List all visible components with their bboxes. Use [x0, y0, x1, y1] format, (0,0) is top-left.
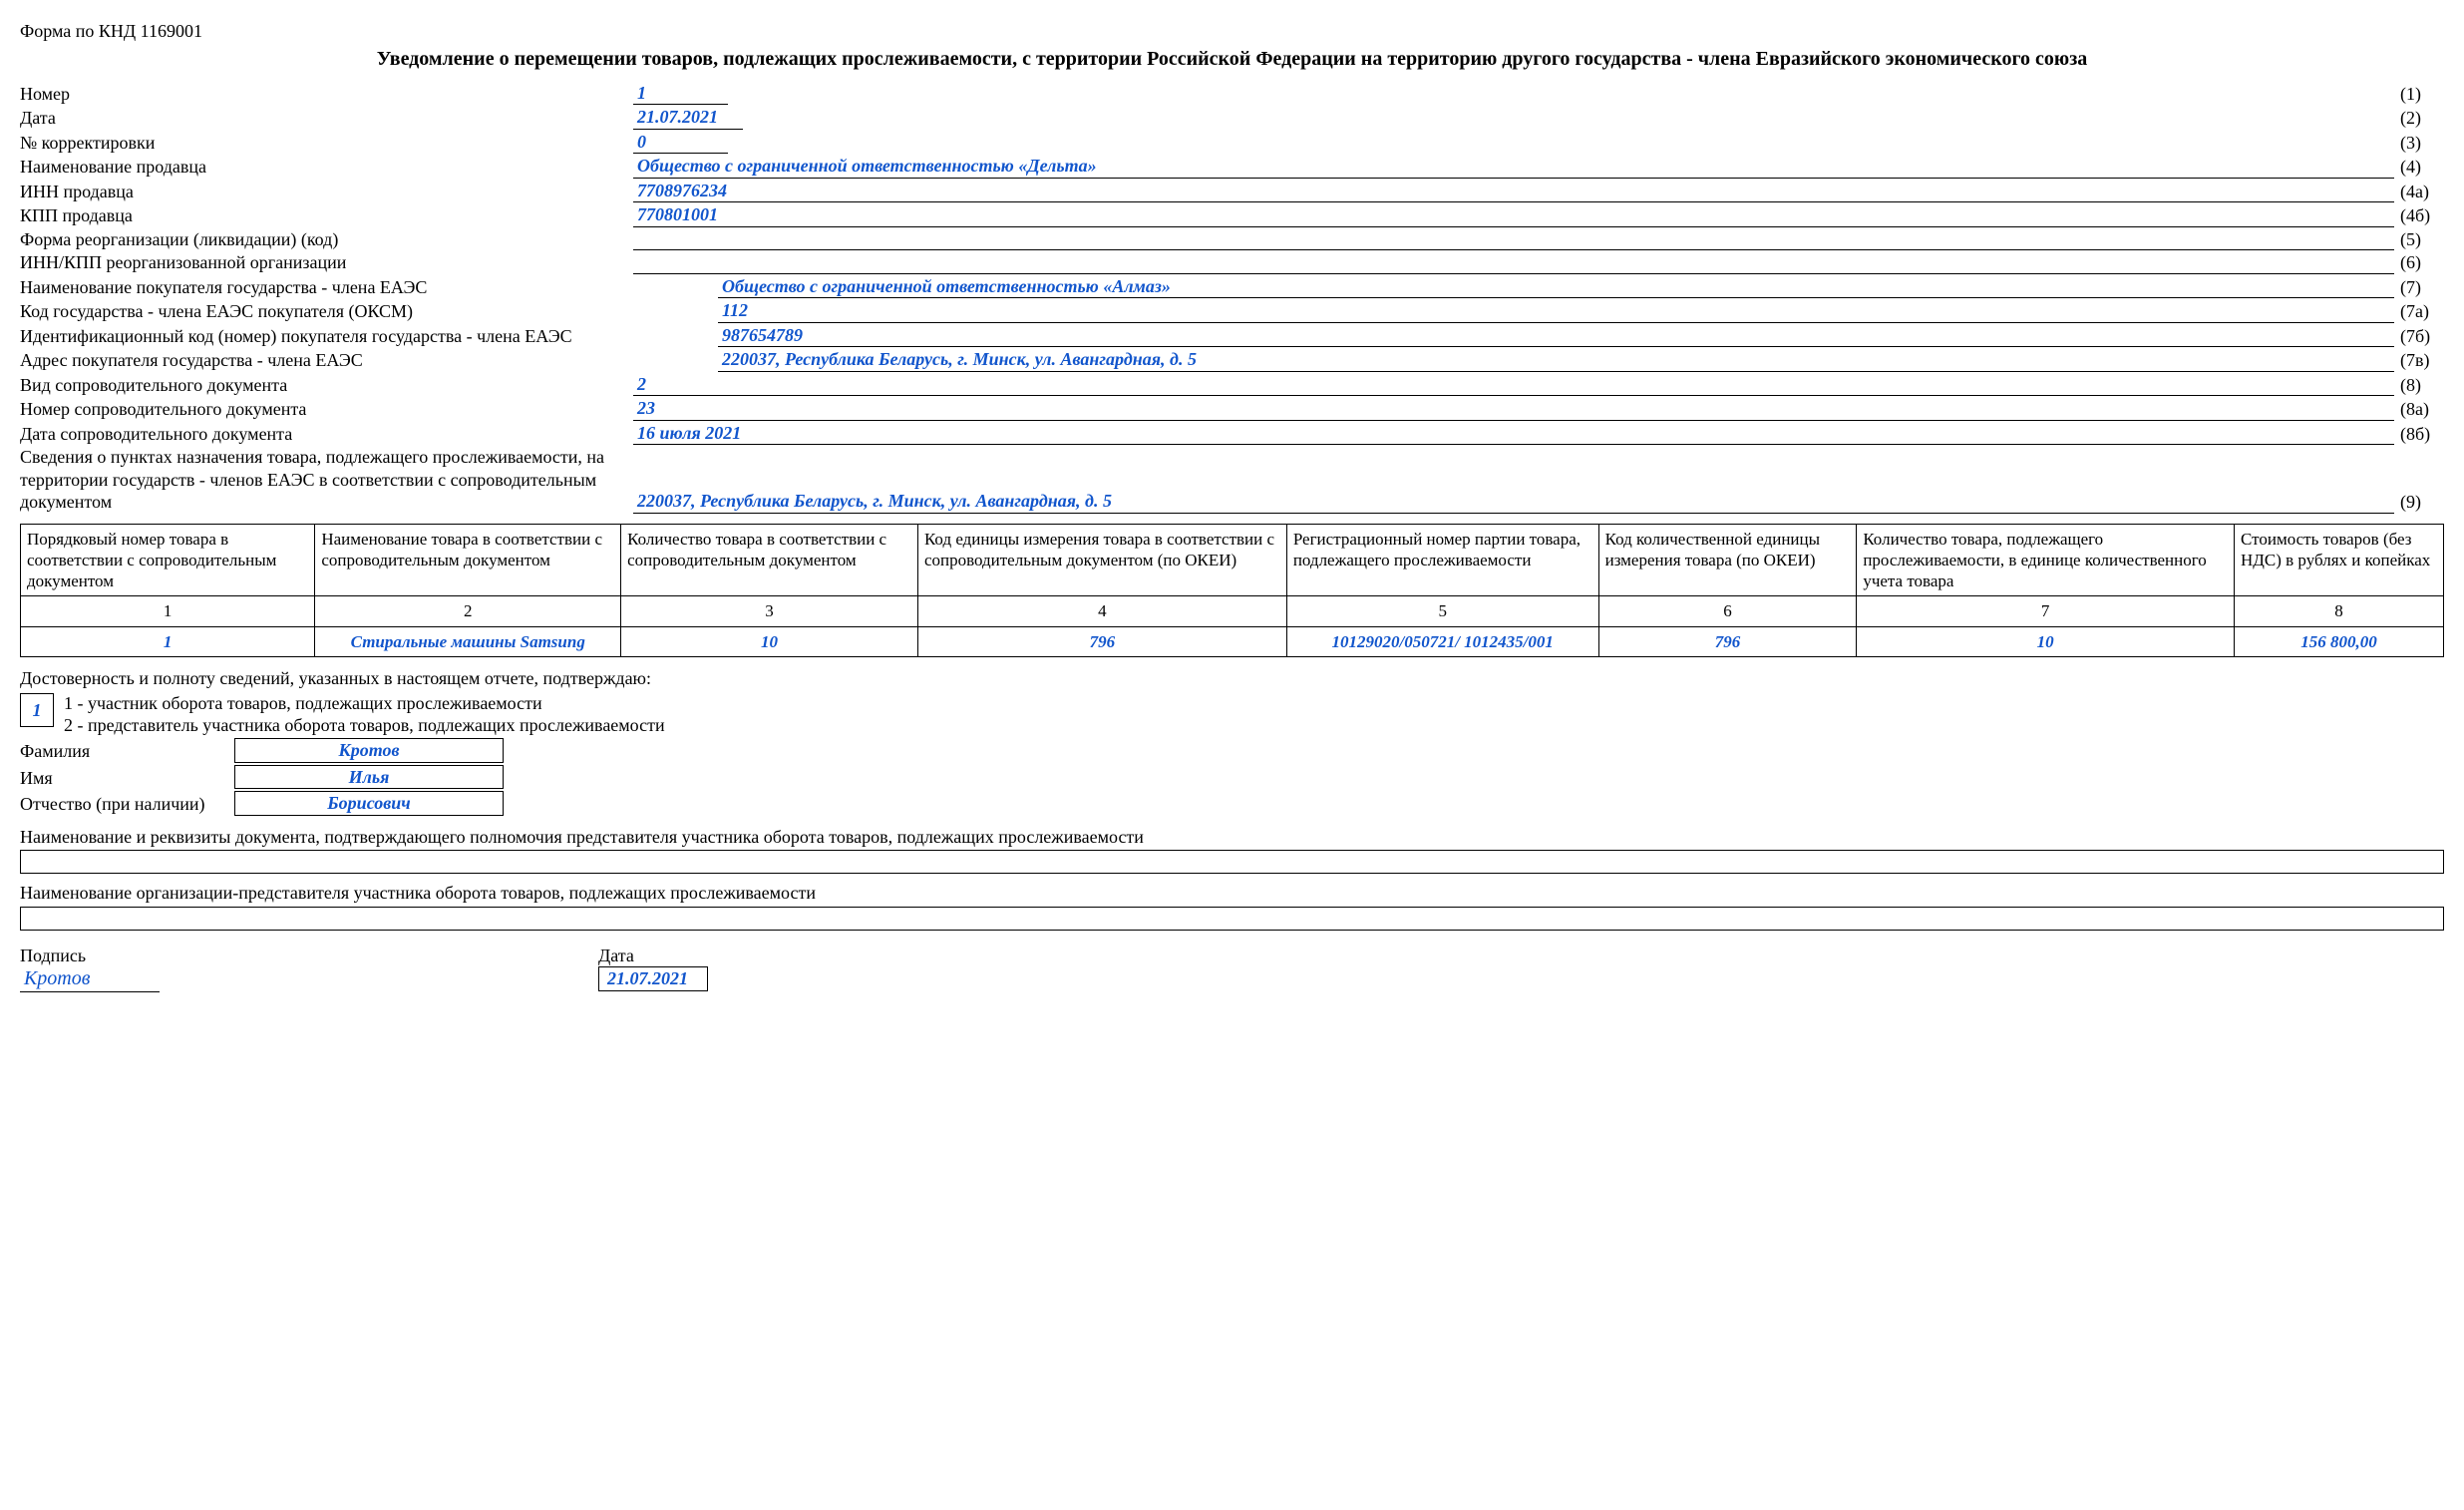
table-cell-r0-c3: 796 [917, 626, 1286, 656]
table-cell-r0-c0: 1 [21, 626, 315, 656]
table-colnum-3: 3 [621, 596, 918, 626]
field-label-correction: № корректировки [20, 132, 633, 155]
field-label-date: Дата [20, 107, 633, 130]
field-value-number: 1 [633, 82, 728, 106]
table-cell-r0-c1: Стиральные машины Samsung [315, 626, 621, 656]
signature-label: Подпись [20, 944, 598, 967]
table-cell-r0-c5: 796 [1598, 626, 1857, 656]
field-value-date: 21.07.2021 [633, 106, 743, 130]
field-value-doc_type: 2 [633, 373, 2394, 397]
field-value-reorg_form [633, 230, 2394, 250]
table-header-6: Код количественной единицы измерения тов… [1598, 524, 1857, 596]
table-cell-r0-c6: 10 [1857, 626, 2235, 656]
field-value-buyer_addr: 220037, Республика Беларусь, г. Минск, у… [718, 348, 2394, 372]
field-ref-seller_name: (4) [2394, 156, 2444, 179]
table-header-1: Порядковый номер товара в соответствии с… [21, 524, 315, 596]
field-label-seller_name: Наименование продавца [20, 156, 633, 179]
table-colnum-5: 5 [1286, 596, 1598, 626]
field-label-dest_info: Сведения о пунктах назначения товара, по… [20, 446, 633, 514]
field-label-doc_date: Дата сопроводительного документа [20, 423, 633, 446]
field-label-seller_kpp: КПП продавца [20, 204, 633, 227]
name-value: Илья [234, 765, 504, 790]
table-cell-r0-c2: 10 [621, 626, 918, 656]
field-ref-reorg_innkpp: (6) [2394, 251, 2444, 274]
field-ref-number: (1) [2394, 83, 2444, 106]
table-cell-r0-c4: 10129020/050721/ 1012435/001 [1286, 626, 1598, 656]
table-colnum-7: 7 [1857, 596, 2235, 626]
sign-date-label: Дата [598, 944, 708, 967]
field-label-reorg_form: Форма реорганизации (ликвидации) (код) [20, 228, 633, 251]
field-ref-doc_date: (8б) [2394, 423, 2444, 446]
table-colnum-2: 2 [315, 596, 621, 626]
table-colnum-1: 1 [21, 596, 315, 626]
field-ref-buyer_addr: (7в) [2394, 349, 2444, 372]
table-header-4: Код единицы измерения товара в соответст… [917, 524, 1286, 596]
sign-date-value: 21.07.2021 [598, 966, 708, 991]
name-label: Имя [20, 767, 234, 790]
field-value-buyer_country: 112 [718, 299, 2394, 323]
confirm-intro: Достоверность и полноту сведений, указан… [20, 667, 2444, 690]
table-colnum-6: 6 [1598, 596, 1857, 626]
auth-doc-label: Наименование и реквизиты документа, подт… [20, 826, 2444, 849]
field-value-doc_date: 16 июля 2021 [633, 422, 2394, 446]
field-value-seller_inn: 7708976234 [633, 180, 2394, 203]
field-label-buyer_name: Наименование покупателя государства - чл… [20, 276, 718, 299]
field-ref-correction: (3) [2394, 132, 2444, 155]
table-header-8: Стоимость товаров (без НДС) в рублях и к… [2235, 524, 2444, 596]
table-header-2: Наименование товара в соответствии с соп… [315, 524, 621, 596]
surname-value: Кротов [234, 738, 504, 763]
table-colnum-8: 8 [2235, 596, 2444, 626]
field-ref-date: (2) [2394, 107, 2444, 130]
field-value-dest_info: 220037, Республика Беларусь, г. Минск, у… [633, 490, 2394, 514]
field-label-buyer_addr: Адрес покупателя государства - члена ЕАЭ… [20, 349, 718, 372]
table-row: 1Стиральные машины Samsung1079610129020/… [21, 626, 2444, 656]
field-label-doc_type: Вид сопроводительного документа [20, 374, 633, 397]
signer-type-1: 1 - участник оборота товаров, подлежащих… [64, 693, 665, 715]
patronymic-value: Борисович [234, 791, 504, 816]
field-label-buyer_id: Идентификационный код (номер) покупателя… [20, 325, 718, 348]
field-label-seller_inn: ИНН продавца [20, 181, 633, 203]
field-value-seller_kpp: 770801001 [633, 203, 2394, 227]
document-title: Уведомление о перемещении товаров, подле… [20, 47, 2444, 72]
table-header-3: Количество товара в соответствии с сопро… [621, 524, 918, 596]
field-value-reorg_innkpp [633, 254, 2394, 274]
field-ref-reorg_form: (5) [2394, 228, 2444, 251]
field-label-buyer_country: Код государства - члена ЕАЭС покупателя … [20, 300, 718, 323]
rep-org-label: Наименование организации-представителя у… [20, 882, 2444, 905]
field-ref-doc_type: (8) [2394, 374, 2444, 397]
table-cell-r0-c7: 156 800,00 [2235, 626, 2444, 656]
field-value-buyer_name: Общество с ограниченной ответственностью… [718, 275, 2394, 299]
field-ref-buyer_name: (7) [2394, 276, 2444, 299]
table-header-7: Количество товара, подлежащего прослежив… [1857, 524, 2235, 596]
field-label-doc_num: Номер сопроводительного документа [20, 398, 633, 421]
table-header-5: Регистрационный номер партии товара, под… [1286, 524, 1598, 596]
field-ref-buyer_country: (7а) [2394, 300, 2444, 323]
field-ref-dest_info: (9) [2394, 491, 2444, 514]
field-value-correction: 0 [633, 131, 728, 155]
field-ref-doc_num: (8а) [2394, 398, 2444, 421]
field-label-number: Номер [20, 83, 633, 106]
field-value-doc_num: 23 [633, 397, 2394, 421]
form-code: Форма по КНД 1169001 [20, 20, 2444, 43]
signature-value: Кротов [20, 966, 160, 992]
field-ref-seller_inn: (4а) [2394, 181, 2444, 203]
goods-table: Порядковый номер товара в соответствии с… [20, 524, 2444, 657]
signer-type-2: 2 - представитель участника оборота това… [64, 715, 665, 737]
patronymic-label: Отчество (при наличии) [20, 793, 234, 816]
field-value-buyer_id: 987654789 [718, 324, 2394, 348]
field-label-reorg_innkpp: ИНН/КПП реорганизованной организации [20, 251, 633, 274]
table-colnum-4: 4 [917, 596, 1286, 626]
field-value-seller_name: Общество с ограниченной ответственностью… [633, 155, 2394, 179]
rep-org-box [20, 907, 2444, 931]
field-ref-seller_kpp: (4б) [2394, 204, 2444, 227]
field-ref-buyer_id: (7б) [2394, 325, 2444, 348]
surname-label: Фамилия [20, 740, 234, 763]
auth-doc-box [20, 850, 2444, 874]
signer-type-box: 1 [20, 693, 54, 727]
